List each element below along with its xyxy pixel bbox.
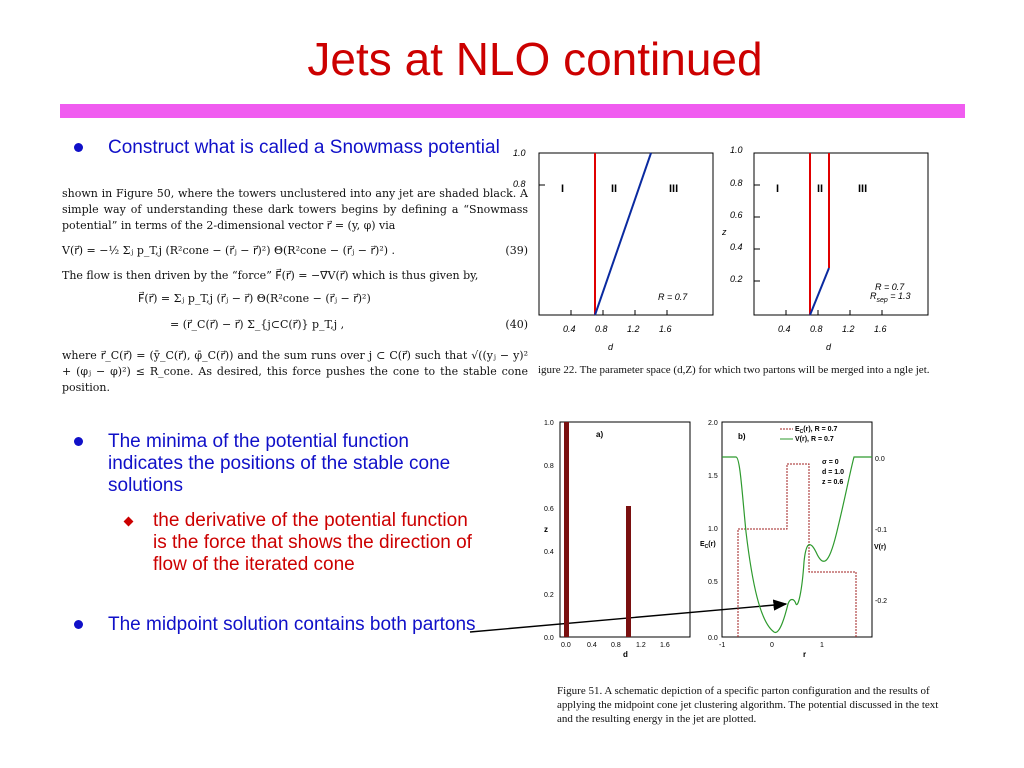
fig22-left-xtick: 0.4 xyxy=(563,324,576,334)
paper-excerpt: shown in Figure 50, where the towers unc… xyxy=(62,186,528,396)
fig51-b-ytick-right: -0.2 xyxy=(875,598,887,605)
fig51-a-ytick: 0.4 xyxy=(544,549,554,556)
fig22-right-plot: 1.0 0.8 0.6 0.4 0.2 z 0.4 0.8 1.2 1.6 d … xyxy=(721,145,929,352)
fig51-b-ytick-left: 0.5 xyxy=(708,579,718,586)
fig51-b-ytick-left: 0.0 xyxy=(708,635,718,642)
fig22-left-region-3: III xyxy=(669,183,678,195)
equation-40b: = (r⃗_C(r⃗) − r⃗) Σ_{j⊂C(r⃗)} p_T,j , (4… xyxy=(62,312,528,342)
fig51-a-ylabel: z xyxy=(544,525,548,534)
fig51-a-xtick: 0.0 xyxy=(561,642,571,649)
fig22-right-xtick: 0.8 xyxy=(810,324,823,334)
equation-39: V(r⃗) = −½ Σⱼ p_T,j (R²cone − (r⃗ⱼ − r⃗)… xyxy=(62,238,528,264)
fig51-a-tag: a) xyxy=(596,430,603,439)
fig51-a-ytick: 0.0 xyxy=(544,635,554,642)
fig51-a-xlabel: d xyxy=(623,650,628,659)
fig22-right-frame xyxy=(753,152,929,316)
paper-para-1: shown in Figure 50, where the towers unc… xyxy=(62,187,528,232)
fig51-a-parton-bar-1 xyxy=(564,422,569,637)
fig51-a-xtick: 0.8 xyxy=(611,642,621,649)
bullet-dot-icon xyxy=(74,620,83,629)
equation-39-text: V(r⃗) = −½ Σⱼ p_T,j (R²cone − (r⃗ⱼ − r⃗)… xyxy=(62,244,396,257)
fig51-b-plot: 2.0 1.5 1.0 0.5 0.0 0.0 -0.1 -0.2 -1 0 1… xyxy=(700,420,887,659)
equation-40b-text: = (r⃗_C(r⃗) − r⃗) Σ_{j⊂C(r⃗)} p_T,j , xyxy=(170,318,345,331)
fig51-b-xtick: -1 xyxy=(719,642,725,649)
fig22-left-xlabel: d xyxy=(608,342,614,352)
bullet-snowmass: Construct what is called a Snowmass pote… xyxy=(108,137,500,158)
fig22-left-ytick: 0.8 xyxy=(513,179,526,189)
equation-40a: F⃗(r⃗) = Σⱼ p_T,j (r⃗ⱼ − r⃗) Θ(R²cone − … xyxy=(138,292,371,305)
fig51-b-frame xyxy=(721,421,873,638)
fig51-b-param: σ = 0 xyxy=(822,459,839,466)
fig51-a-xtick: 1.2 xyxy=(636,642,646,649)
fig22-left-xtick: 0.8 xyxy=(595,324,608,334)
fig22-left-r-label: R = 0.7 xyxy=(658,292,688,302)
fig22-right-xlabel: d xyxy=(826,342,832,352)
fig22-right-xtick: 1.6 xyxy=(874,324,887,334)
title-underline-bar xyxy=(60,104,965,118)
fig22-left-region-1: I xyxy=(561,183,564,195)
fig22-left-frame xyxy=(538,152,714,316)
fig51-b-xlabel: r xyxy=(803,650,806,659)
fig22-left-plot: 1.0 0.8 0.4 0.8 1.2 1.6 d R = 0.7 I II I… xyxy=(513,148,714,352)
fig51-a-parton-bar-2 xyxy=(626,506,631,637)
fig51-b-ylabel-left: EC(r) xyxy=(700,541,716,550)
fig22-right-blue-boundary xyxy=(809,267,830,316)
fig22-left-xtick: 1.2 xyxy=(627,324,640,334)
fig22-right-ytick: 0.8 xyxy=(730,178,743,188)
fig51-a-ytick: 0.8 xyxy=(544,463,554,470)
fig22-left-ytick: 1.0 xyxy=(513,148,526,158)
sub-bullet-diamond-icon xyxy=(123,516,134,527)
fig22-right-ytick: 0.4 xyxy=(730,242,743,252)
fig51-b-energy-curve xyxy=(737,463,857,637)
fig51-b-xtick: 0 xyxy=(770,642,774,649)
equation-40-number: (40) xyxy=(505,318,528,331)
fig22-right-region-1: I xyxy=(776,183,779,195)
fig51-b-legend-energy: EC(r), R = 0.7 xyxy=(795,426,837,435)
fig22-right-ytick: 0.2 xyxy=(730,274,743,284)
fig51-b-xtick: 1 xyxy=(820,642,824,649)
fig51-a-ytick: 1.0 xyxy=(544,420,554,427)
fig22-right-region-3: III xyxy=(858,183,867,195)
fig51-a-xtick: 0.4 xyxy=(587,642,597,649)
fig22-left-xtick: 1.6 xyxy=(659,324,672,334)
fig22-right-xtick: 1.2 xyxy=(842,324,855,334)
fig51-a-xtick: 1.6 xyxy=(660,642,670,649)
fig51-b-ytick-left: 1.5 xyxy=(708,473,718,480)
fig51-b-param: d = 1.0 xyxy=(822,469,844,476)
paper-para-3: where r⃗_C(r⃗) = (ȳ_C(r⃗), φ̄_C(r⃗)) and… xyxy=(62,349,528,394)
fig22-right-rsep-label: Rsep = 1.3 xyxy=(870,291,911,304)
fig22-caption: igure 22. The parameter space (d,Z) for … xyxy=(538,364,930,376)
fig51-b-potential-curve xyxy=(722,456,872,633)
equation-39-number: (39) xyxy=(505,244,528,257)
paper-para-2: The flow is then driven by the “force” F… xyxy=(62,269,479,282)
fig51-a-plot: 1.0 0.8 0.6 0.4 0.2 0.0 0.0 0.4 0.8 1.2 … xyxy=(544,420,691,659)
bullet-dot-icon xyxy=(74,437,83,446)
bullet-minima: The minima of the potential function ind… xyxy=(108,431,451,496)
fig51-b-ytick-left: 2.0 xyxy=(708,420,718,427)
fig51-b-legend-potential: V(r), R = 0.7 xyxy=(795,436,834,443)
slide-title: Jets at NLO continued xyxy=(307,33,763,85)
fig22-right-ylabel: z xyxy=(721,227,727,237)
fig51-b-ytick-right: -0.1 xyxy=(875,527,887,534)
fig51-a-ytick: 0.2 xyxy=(544,592,554,599)
fig22-right-ytick: 1.0 xyxy=(730,145,743,155)
fig51-a-ytick: 0.6 xyxy=(544,506,554,513)
fig51-b-ytick-right: 0.0 xyxy=(875,456,885,463)
fig51-a-frame xyxy=(559,421,691,638)
fig22-right-ytick: 0.6 xyxy=(730,210,743,220)
bullet-dot-icon xyxy=(74,143,83,152)
fig51-b-param: z = 0.6 xyxy=(822,479,843,486)
fig22-left-blue-boundary xyxy=(594,152,652,316)
fig51-b-ylabel-right: V(r) xyxy=(874,544,886,551)
bullet-midpoint: The midpoint solution contains both part… xyxy=(108,614,476,635)
sub-bullet-derivative: the derivative of the potential function… xyxy=(153,510,472,575)
fig51-b-tag: b) xyxy=(738,432,746,441)
fig22-right-r-label: R = 0.7 xyxy=(875,282,905,292)
fig22-right-xtick: 0.4 xyxy=(778,324,791,334)
fig22-right-region-2: II xyxy=(817,183,823,195)
fig51-b-ytick-left: 1.0 xyxy=(708,526,718,533)
fig22-left-region-2: II xyxy=(611,183,617,195)
fig51-caption: Figure 51. A schematic depiction of a sp… xyxy=(557,685,939,725)
